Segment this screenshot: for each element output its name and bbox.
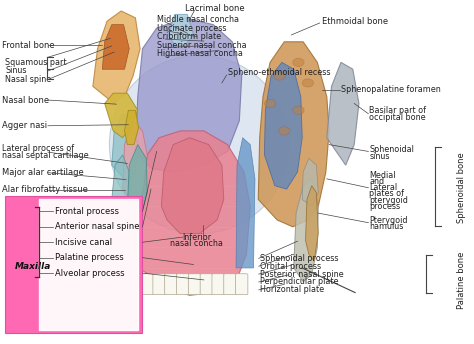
Circle shape (293, 58, 304, 66)
FancyBboxPatch shape (141, 274, 154, 295)
Text: and: and (369, 177, 384, 186)
Text: Medial: Medial (369, 171, 396, 180)
Text: Highest nasal concha: Highest nasal concha (156, 49, 243, 58)
Text: Frontal bone: Frontal bone (1, 41, 54, 50)
Text: Ethmoidal bone: Ethmoidal bone (322, 17, 388, 26)
Polygon shape (128, 144, 147, 220)
Text: process: process (369, 202, 401, 211)
Text: Middle nasal concha: Middle nasal concha (156, 15, 238, 24)
Text: Maxilla: Maxilla (15, 262, 51, 271)
Text: occipital bone: occipital bone (369, 113, 426, 122)
Polygon shape (102, 25, 129, 69)
Text: Basilar part of: Basilar part of (369, 106, 426, 115)
Polygon shape (112, 114, 138, 182)
Polygon shape (302, 158, 318, 206)
Polygon shape (93, 11, 140, 104)
Text: pterygoid: pterygoid (369, 196, 408, 205)
Circle shape (274, 72, 285, 80)
Circle shape (264, 99, 276, 108)
Ellipse shape (109, 55, 289, 234)
Text: Orbital process: Orbital process (260, 262, 321, 271)
Text: Perpendicular plate: Perpendicular plate (260, 278, 338, 287)
Text: plates of: plates of (369, 190, 404, 198)
Text: Palatine process: Palatine process (55, 253, 124, 262)
FancyBboxPatch shape (188, 274, 201, 295)
FancyBboxPatch shape (212, 274, 224, 295)
Text: Agger nasi: Agger nasi (1, 121, 47, 130)
Polygon shape (236, 138, 255, 268)
Text: Posterior nasal spine: Posterior nasal spine (260, 270, 343, 279)
Polygon shape (294, 179, 318, 282)
Text: Inferior: Inferior (182, 233, 211, 241)
FancyBboxPatch shape (224, 274, 236, 295)
Text: Superior nasal concha: Superior nasal concha (156, 41, 246, 50)
Polygon shape (168, 14, 193, 45)
Polygon shape (123, 121, 147, 206)
Text: Sphenopalatine foramen: Sphenopalatine foramen (341, 85, 441, 94)
Polygon shape (112, 155, 129, 220)
Polygon shape (105, 93, 138, 138)
Text: Pterygoid: Pterygoid (369, 216, 408, 225)
Text: Anterior nasal spine: Anterior nasal spine (55, 222, 139, 231)
Text: Horizontal plate: Horizontal plate (260, 286, 324, 294)
Text: Sphenoidal: Sphenoidal (369, 145, 414, 154)
Polygon shape (161, 138, 224, 234)
FancyBboxPatch shape (176, 274, 189, 295)
Text: Palatine bone: Palatine bone (457, 251, 466, 309)
Text: Lateral process of: Lateral process of (1, 144, 74, 153)
Text: nasal septal cartilage: nasal septal cartilage (1, 151, 88, 160)
Text: nasal concha: nasal concha (170, 239, 223, 248)
Polygon shape (136, 18, 242, 172)
Text: Cribriform plate: Cribriform plate (156, 32, 221, 41)
Circle shape (293, 106, 304, 115)
Text: Squamous part: Squamous part (5, 58, 67, 67)
FancyBboxPatch shape (38, 200, 138, 330)
Text: Uncinate process: Uncinate process (156, 24, 226, 33)
Text: Lacrimal bone: Lacrimal bone (185, 4, 245, 13)
Text: Lateral: Lateral (369, 183, 398, 192)
Text: Major alar cartilage: Major alar cartilage (1, 168, 83, 177)
Polygon shape (327, 62, 359, 165)
Text: Nasal spine: Nasal spine (5, 75, 52, 84)
Text: Sphenoidal process: Sphenoidal process (260, 254, 338, 263)
Text: Alveolar process: Alveolar process (55, 269, 125, 278)
Text: Sinus: Sinus (5, 66, 27, 75)
Text: Frontal process: Frontal process (55, 207, 119, 216)
Text: Sphenoidal bone: Sphenoidal bone (457, 153, 466, 224)
Polygon shape (258, 42, 329, 227)
FancyBboxPatch shape (164, 274, 177, 295)
Text: Nasal bone: Nasal bone (1, 96, 49, 105)
FancyBboxPatch shape (5, 196, 143, 333)
FancyBboxPatch shape (236, 274, 248, 295)
Polygon shape (306, 186, 318, 261)
FancyBboxPatch shape (153, 274, 165, 295)
FancyBboxPatch shape (200, 274, 212, 295)
Text: sinus: sinus (369, 152, 390, 161)
Polygon shape (125, 110, 139, 144)
Polygon shape (138, 131, 250, 295)
Circle shape (302, 79, 314, 87)
Text: Alar fibrofatty tissue: Alar fibrofatty tissue (1, 185, 88, 194)
Text: Incisive canal: Incisive canal (55, 238, 112, 247)
Polygon shape (264, 62, 302, 189)
Circle shape (279, 127, 290, 135)
Text: Spheno-ethmoidal recess: Spheno-ethmoidal recess (228, 68, 330, 77)
Text: hamulus: hamulus (369, 222, 404, 231)
